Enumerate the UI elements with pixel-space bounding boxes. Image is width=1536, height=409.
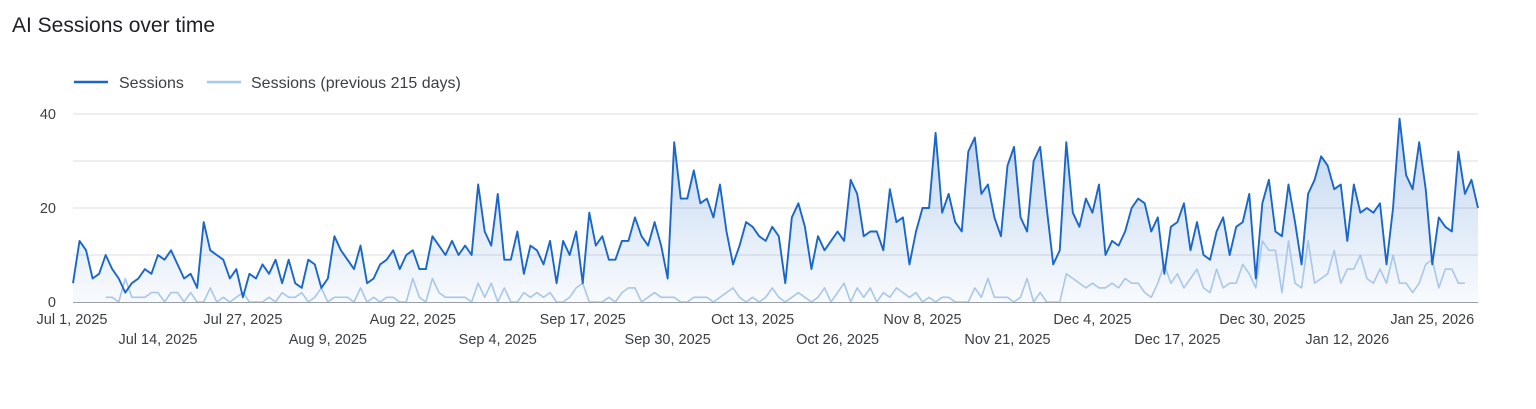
x-tick-label: Oct 26, 2025 xyxy=(796,332,879,348)
legend-item-sessions[interactable]: Sessions xyxy=(74,75,184,92)
x-tick-label: Jul 1, 2025 xyxy=(37,312,108,328)
x-axis: Jul 1, 2025 Jul 14, 2025 Jul 27, 2025 Aug 9… xyxy=(37,312,1475,348)
y-tick-label-40: 40 xyxy=(40,107,56,123)
sessions-area-fill xyxy=(73,118,1478,302)
x-tick-label: Aug 22, 2025 xyxy=(370,312,456,328)
y-tick-label-20: 20 xyxy=(40,201,56,217)
chart-title: AI Sessions over time xyxy=(12,14,216,37)
x-tick-label: Jan 12, 2026 xyxy=(1305,332,1389,348)
x-tick-label: Nov 21, 2025 xyxy=(964,332,1050,348)
x-tick-label: Sep 4, 2025 xyxy=(459,332,537,348)
x-tick-label: Jan 25, 2026 xyxy=(1390,312,1474,328)
y-tick-label-0: 0 xyxy=(48,295,56,311)
chart-legend: Sessions Sessions (previous 215 days) xyxy=(74,75,461,92)
x-tick-label: Jul 14, 2025 xyxy=(118,332,197,348)
x-tick-label: Jul 27, 2025 xyxy=(203,312,282,328)
x-tick-label: Dec 17, 2025 xyxy=(1134,332,1220,348)
x-tick-label: Sep 30, 2025 xyxy=(625,332,711,348)
series-line-sessions xyxy=(72,117,1479,299)
x-tick-label: Oct 13, 2025 xyxy=(711,312,794,328)
legend-label-sessions-previous: Sessions (previous 215 days) xyxy=(251,75,461,92)
x-tick-label: Aug 9, 2025 xyxy=(289,332,367,348)
x-tick-label: Dec 30, 2025 xyxy=(1219,312,1305,328)
legend-item-sessions-previous[interactable]: Sessions (previous 215 days) xyxy=(207,75,461,92)
legend-label-sessions: Sessions xyxy=(119,75,184,92)
x-tick-label: Dec 4, 2025 xyxy=(1053,312,1131,328)
x-tick-label: Sep 17, 2025 xyxy=(540,312,626,328)
x-tick-label: Nov 8, 2025 xyxy=(883,312,961,328)
y-axis: 0 20 40 xyxy=(40,107,56,311)
